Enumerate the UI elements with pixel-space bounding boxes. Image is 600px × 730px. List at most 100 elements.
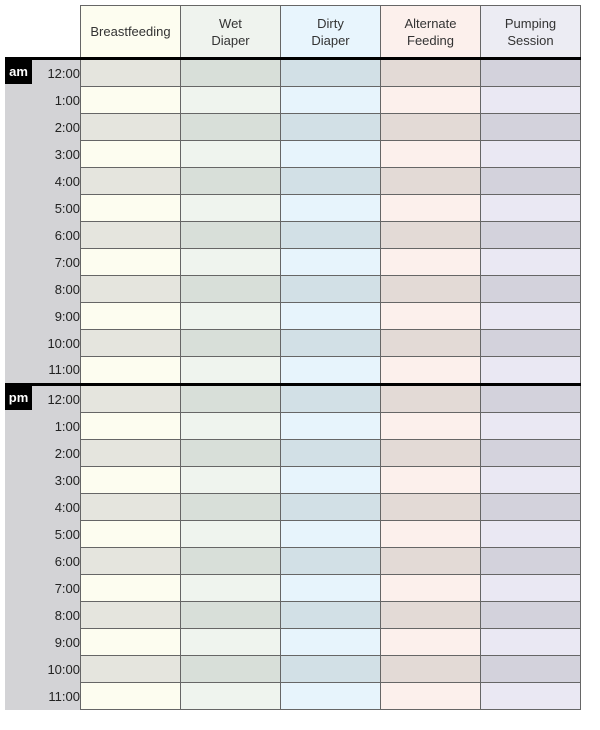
- log-cell[interactable]: [280, 194, 381, 222]
- log-cell[interactable]: [480, 520, 581, 548]
- log-cell[interactable]: [80, 493, 181, 521]
- log-cell[interactable]: [280, 302, 381, 330]
- log-cell[interactable]: [80, 221, 181, 249]
- log-cell[interactable]: [180, 383, 281, 413]
- log-cell[interactable]: [180, 466, 281, 494]
- log-cell[interactable]: [380, 547, 481, 575]
- log-cell[interactable]: [80, 439, 181, 467]
- log-cell[interactable]: [80, 329, 181, 357]
- log-cell[interactable]: [180, 574, 281, 602]
- log-cell[interactable]: [480, 466, 581, 494]
- log-cell[interactable]: [80, 520, 181, 548]
- log-cell[interactable]: [280, 248, 381, 276]
- log-cell[interactable]: [480, 248, 581, 276]
- log-cell[interactable]: [380, 574, 481, 602]
- log-cell[interactable]: [280, 466, 381, 494]
- log-cell[interactable]: [180, 655, 281, 683]
- log-cell[interactable]: [80, 57, 181, 87]
- log-cell[interactable]: [380, 113, 481, 141]
- log-cell[interactable]: [80, 412, 181, 440]
- log-cell[interactable]: [480, 628, 581, 656]
- log-cell[interactable]: [480, 383, 581, 413]
- log-cell[interactable]: [380, 655, 481, 683]
- log-cell[interactable]: [80, 113, 181, 141]
- log-cell[interactable]: [280, 140, 381, 168]
- log-cell[interactable]: [480, 439, 581, 467]
- log-cell[interactable]: [380, 329, 481, 357]
- log-cell[interactable]: [380, 86, 481, 114]
- log-cell[interactable]: [480, 356, 581, 385]
- log-cell[interactable]: [180, 601, 281, 629]
- log-cell[interactable]: [280, 493, 381, 521]
- log-cell[interactable]: [280, 682, 381, 710]
- log-cell[interactable]: [80, 628, 181, 656]
- log-cell[interactable]: [80, 383, 181, 413]
- log-cell[interactable]: [80, 574, 181, 602]
- log-cell[interactable]: [380, 248, 481, 276]
- log-cell[interactable]: [380, 628, 481, 656]
- log-cell[interactable]: [180, 140, 281, 168]
- log-cell[interactable]: [280, 574, 381, 602]
- log-cell[interactable]: [280, 86, 381, 114]
- log-cell[interactable]: [80, 248, 181, 276]
- log-cell[interactable]: [480, 493, 581, 521]
- log-cell[interactable]: [80, 86, 181, 114]
- log-cell[interactable]: [480, 302, 581, 330]
- log-cell[interactable]: [280, 221, 381, 249]
- log-cell[interactable]: [180, 86, 281, 114]
- log-cell[interactable]: [280, 601, 381, 629]
- log-cell[interactable]: [280, 520, 381, 548]
- log-cell[interactable]: [280, 356, 381, 385]
- log-cell[interactable]: [180, 113, 281, 141]
- log-cell[interactable]: [480, 547, 581, 575]
- log-cell[interactable]: [180, 57, 281, 87]
- log-cell[interactable]: [280, 383, 381, 413]
- log-cell[interactable]: [480, 574, 581, 602]
- log-cell[interactable]: [380, 57, 481, 87]
- log-cell[interactable]: [80, 655, 181, 683]
- log-cell[interactable]: [180, 682, 281, 710]
- log-cell[interactable]: [380, 194, 481, 222]
- log-cell[interactable]: [280, 412, 381, 440]
- log-cell[interactable]: [380, 383, 481, 413]
- log-cell[interactable]: [380, 275, 481, 303]
- log-cell[interactable]: [480, 601, 581, 629]
- log-cell[interactable]: [180, 493, 281, 521]
- log-cell[interactable]: [180, 547, 281, 575]
- log-cell[interactable]: [80, 466, 181, 494]
- log-cell[interactable]: [380, 682, 481, 710]
- log-cell[interactable]: [180, 439, 281, 467]
- log-cell[interactable]: [80, 167, 181, 195]
- log-cell[interactable]: [380, 601, 481, 629]
- log-cell[interactable]: [280, 329, 381, 357]
- log-cell[interactable]: [480, 412, 581, 440]
- log-cell[interactable]: [180, 167, 281, 195]
- log-cell[interactable]: [80, 682, 181, 710]
- log-cell[interactable]: [180, 194, 281, 222]
- log-cell[interactable]: [80, 140, 181, 168]
- log-cell[interactable]: [380, 412, 481, 440]
- log-cell[interactable]: [180, 356, 281, 385]
- log-cell[interactable]: [280, 57, 381, 87]
- log-cell[interactable]: [80, 601, 181, 629]
- log-cell[interactable]: [380, 167, 481, 195]
- log-cell[interactable]: [180, 275, 281, 303]
- log-cell[interactable]: [480, 655, 581, 683]
- log-cell[interactable]: [180, 520, 281, 548]
- log-cell[interactable]: [280, 655, 381, 683]
- log-cell[interactable]: [180, 628, 281, 656]
- log-cell[interactable]: [80, 194, 181, 222]
- log-cell[interactable]: [480, 329, 581, 357]
- log-cell[interactable]: [380, 520, 481, 548]
- log-cell[interactable]: [180, 248, 281, 276]
- log-cell[interactable]: [180, 412, 281, 440]
- log-cell[interactable]: [380, 466, 481, 494]
- log-cell[interactable]: [480, 682, 581, 710]
- log-cell[interactable]: [380, 221, 481, 249]
- log-cell[interactable]: [280, 113, 381, 141]
- log-cell[interactable]: [480, 57, 581, 87]
- log-cell[interactable]: [280, 275, 381, 303]
- log-cell[interactable]: [480, 221, 581, 249]
- log-cell[interactable]: [280, 167, 381, 195]
- log-cell[interactable]: [480, 275, 581, 303]
